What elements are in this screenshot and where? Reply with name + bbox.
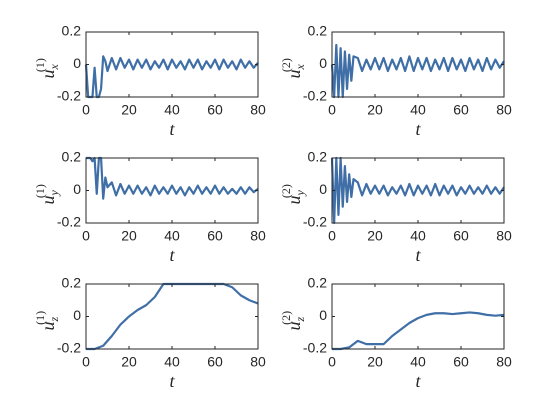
x-tick-label: 20	[121, 228, 137, 244]
y-tick-label: -0.2	[303, 88, 327, 104]
y-tick-label: 0	[73, 307, 81, 323]
y-tick-label: 0	[73, 55, 81, 71]
x-tick-label: 0	[328, 228, 336, 244]
y-tick-label: 0.2	[308, 149, 328, 165]
x-tick-label: 80	[496, 228, 512, 244]
y-tick-label: 0	[319, 55, 327, 71]
x-tick-label: 40	[164, 354, 180, 370]
data-line	[86, 156, 259, 200]
y-tick-label: 0.2	[62, 149, 82, 165]
y-tick-label: 0.2	[308, 275, 328, 291]
y-tick-label: -0.2	[57, 214, 81, 230]
x-tick-label: 0	[328, 102, 336, 118]
y-label-base: u	[284, 322, 304, 331]
x-tick-label: 0	[82, 354, 90, 370]
x-tick-label: 80	[250, 102, 266, 118]
x-axis-label: t	[415, 245, 421, 265]
y-axis-label: uz(1)	[33, 311, 61, 331]
axes-background	[332, 158, 504, 223]
y-label-sub: z	[293, 317, 307, 323]
data-line	[330, 43, 505, 99]
x-axis-label: t	[415, 371, 421, 391]
x-tick-label: 60	[207, 228, 223, 244]
x-tick-label: 80	[496, 354, 512, 370]
y-label-sub: x	[47, 64, 61, 71]
axes-background	[86, 32, 258, 97]
y-label-sup: (2)	[279, 58, 293, 72]
y-tick-label: -0.2	[57, 340, 81, 356]
y-label-sup: (1)	[33, 184, 47, 198]
y-axis-label: uz(2)	[279, 311, 307, 331]
x-tick-label: 60	[207, 102, 223, 118]
y-tick-label: 0	[319, 307, 327, 323]
y-label-sup: (1)	[33, 311, 47, 325]
y-tick-label: 0.2	[62, 23, 82, 39]
x-tick-label: 40	[164, 102, 180, 118]
x-tick-label: 60	[453, 102, 469, 118]
y-axis-label: uy(1)	[33, 184, 61, 204]
x-tick-label: 80	[250, 228, 266, 244]
x-tick-label: 0	[82, 102, 90, 118]
y-label-sub: y	[293, 190, 307, 197]
y-label-sub: y	[47, 190, 61, 197]
y-tick-label: 0.2	[308, 23, 328, 39]
y-label-base: u	[38, 196, 58, 205]
y-label-base: u	[38, 322, 58, 331]
x-axis-label: t	[415, 119, 421, 139]
y-label-base: u	[38, 70, 58, 79]
x-tick-label: 0	[82, 228, 90, 244]
y-tick-label: 0.2	[62, 275, 82, 291]
data-line	[330, 156, 505, 225]
y-tick-label: -0.2	[303, 340, 327, 356]
y-label-sup: (2)	[279, 311, 293, 325]
y-tick-label: -0.2	[303, 214, 327, 230]
x-tick-label: 60	[453, 228, 469, 244]
x-tick-label: 20	[367, 102, 383, 118]
x-tick-label: 40	[410, 354, 426, 370]
y-axis-label: ux(2)	[279, 58, 307, 78]
x-axis-label: t	[169, 245, 175, 265]
x-tick-label: 40	[164, 228, 180, 244]
y-label-sub: z	[47, 317, 61, 323]
data-line	[84, 55, 259, 99]
x-tick-label: 40	[410, 228, 426, 244]
y-label-base: u	[284, 196, 304, 205]
x-tick-label: 20	[121, 102, 137, 118]
y-label-base: u	[284, 70, 304, 79]
y-axis-label: uy(2)	[279, 184, 307, 204]
x-axis-label: t	[169, 119, 175, 139]
x-tick-label: 20	[367, 354, 383, 370]
x-tick-label: 60	[207, 354, 223, 370]
y-label-sup: (2)	[279, 184, 293, 198]
x-axis-label: t	[169, 371, 175, 391]
y-tick-label: 0	[73, 181, 81, 197]
x-tick-label: 20	[121, 354, 137, 370]
x-tick-label: 40	[410, 102, 426, 118]
axes-background	[332, 284, 504, 349]
axes-background	[86, 284, 258, 349]
y-tick-label: 0	[319, 181, 327, 197]
x-tick-label: 60	[453, 354, 469, 370]
axes-background	[332, 32, 504, 97]
y-tick-label: -0.2	[57, 88, 81, 104]
y-label-sub: x	[293, 64, 307, 71]
x-tick-label: 20	[367, 228, 383, 244]
x-tick-label: 80	[250, 354, 266, 370]
y-axis-label: ux(1)	[33, 58, 61, 78]
y-label-sup: (1)	[33, 58, 47, 72]
x-tick-label: 80	[496, 102, 512, 118]
x-tick-label: 0	[328, 354, 336, 370]
data-line	[332, 311, 505, 351]
